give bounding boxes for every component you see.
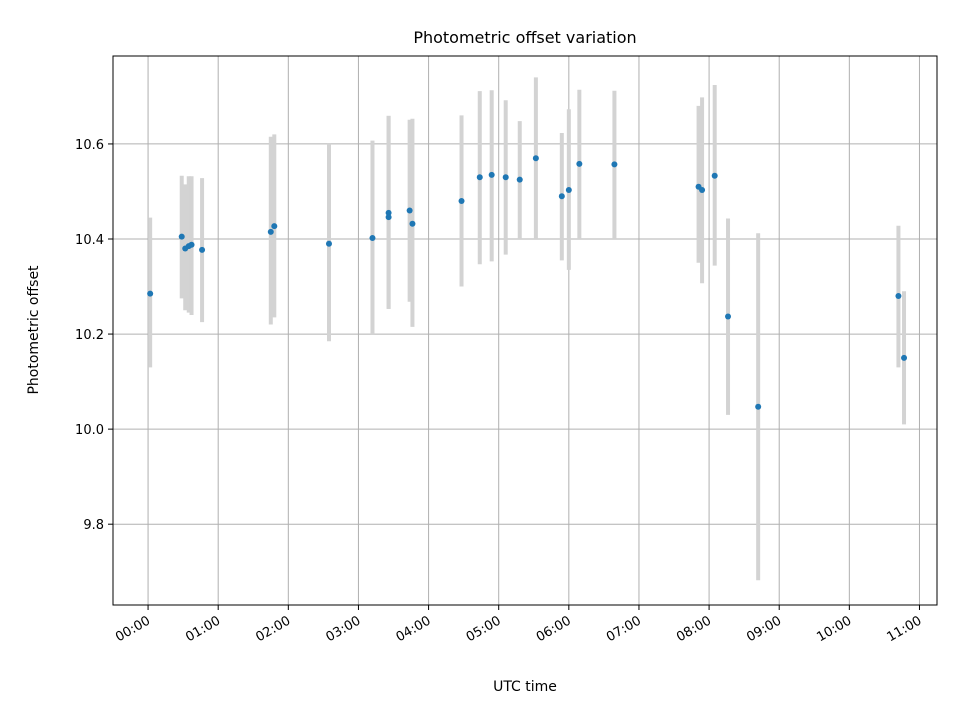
x-tick-label: 05:00: [464, 613, 504, 645]
data-point: [385, 209, 392, 216]
error-bars: [148, 77, 907, 581]
x-tick-label: 07:00: [604, 613, 644, 645]
y-tick-label: 10.6: [75, 138, 104, 153]
grid: [113, 56, 937, 605]
data-point: [188, 241, 195, 248]
x-tick-label: 10:00: [814, 613, 854, 645]
y-tick-label: 10.4: [75, 233, 104, 248]
data-point: [895, 293, 902, 300]
data-point: [711, 172, 718, 179]
data-point: [699, 187, 706, 194]
y-axis-ticks: 9.8 10.0 10.2 10.4 10.6: [75, 138, 113, 533]
data-point: [725, 313, 732, 320]
data-point: [458, 197, 465, 204]
x-tick-label: 02:00: [253, 613, 293, 645]
data-point: [271, 223, 278, 230]
x-tick-label: 01:00: [183, 613, 223, 645]
data-point: [178, 233, 185, 240]
data-point: [611, 161, 618, 168]
data-point: [565, 187, 572, 194]
data-point: [532, 155, 539, 162]
data-point: [267, 228, 274, 235]
y-tick-label: 10.0: [75, 423, 104, 438]
data-point: [199, 246, 206, 253]
data-point: [147, 290, 154, 297]
x-tick-label: 00:00: [113, 613, 153, 645]
x-axis-ticks: 00:00 01:00 02:00 03:00 04:00 05:00 06:00 07:00…: [113, 605, 924, 645]
data-point: [369, 235, 376, 242]
data-points: [147, 155, 908, 410]
data-point: [325, 240, 332, 247]
chart-title: Photometric offset variation: [413, 28, 636, 47]
y-axis-label: Photometric offset: [26, 265, 42, 395]
y-tick-label: 9.8: [83, 518, 104, 533]
plot-frame: [112, 55, 938, 606]
x-tick-label: 11:00: [885, 613, 925, 645]
data-point: [502, 174, 509, 181]
x-tick-label: 09:00: [744, 613, 784, 645]
x-tick-label: 06:00: [534, 613, 574, 645]
data-point: [558, 193, 565, 200]
data-point: [409, 220, 416, 227]
data-point: [755, 403, 762, 410]
data-point: [576, 160, 583, 167]
data-point: [488, 171, 495, 178]
x-tick-label: 08:00: [674, 613, 714, 645]
data-point: [901, 354, 908, 361]
data-point: [406, 207, 413, 214]
x-tick-label: 03:00: [323, 613, 363, 645]
data-point: [476, 174, 483, 181]
data-point: [516, 176, 523, 183]
y-tick-label: 10.2: [75, 328, 104, 343]
x-tick-label: 04:00: [394, 613, 434, 645]
data-point: [385, 214, 392, 221]
x-axis-label: UTC time: [493, 679, 557, 695]
